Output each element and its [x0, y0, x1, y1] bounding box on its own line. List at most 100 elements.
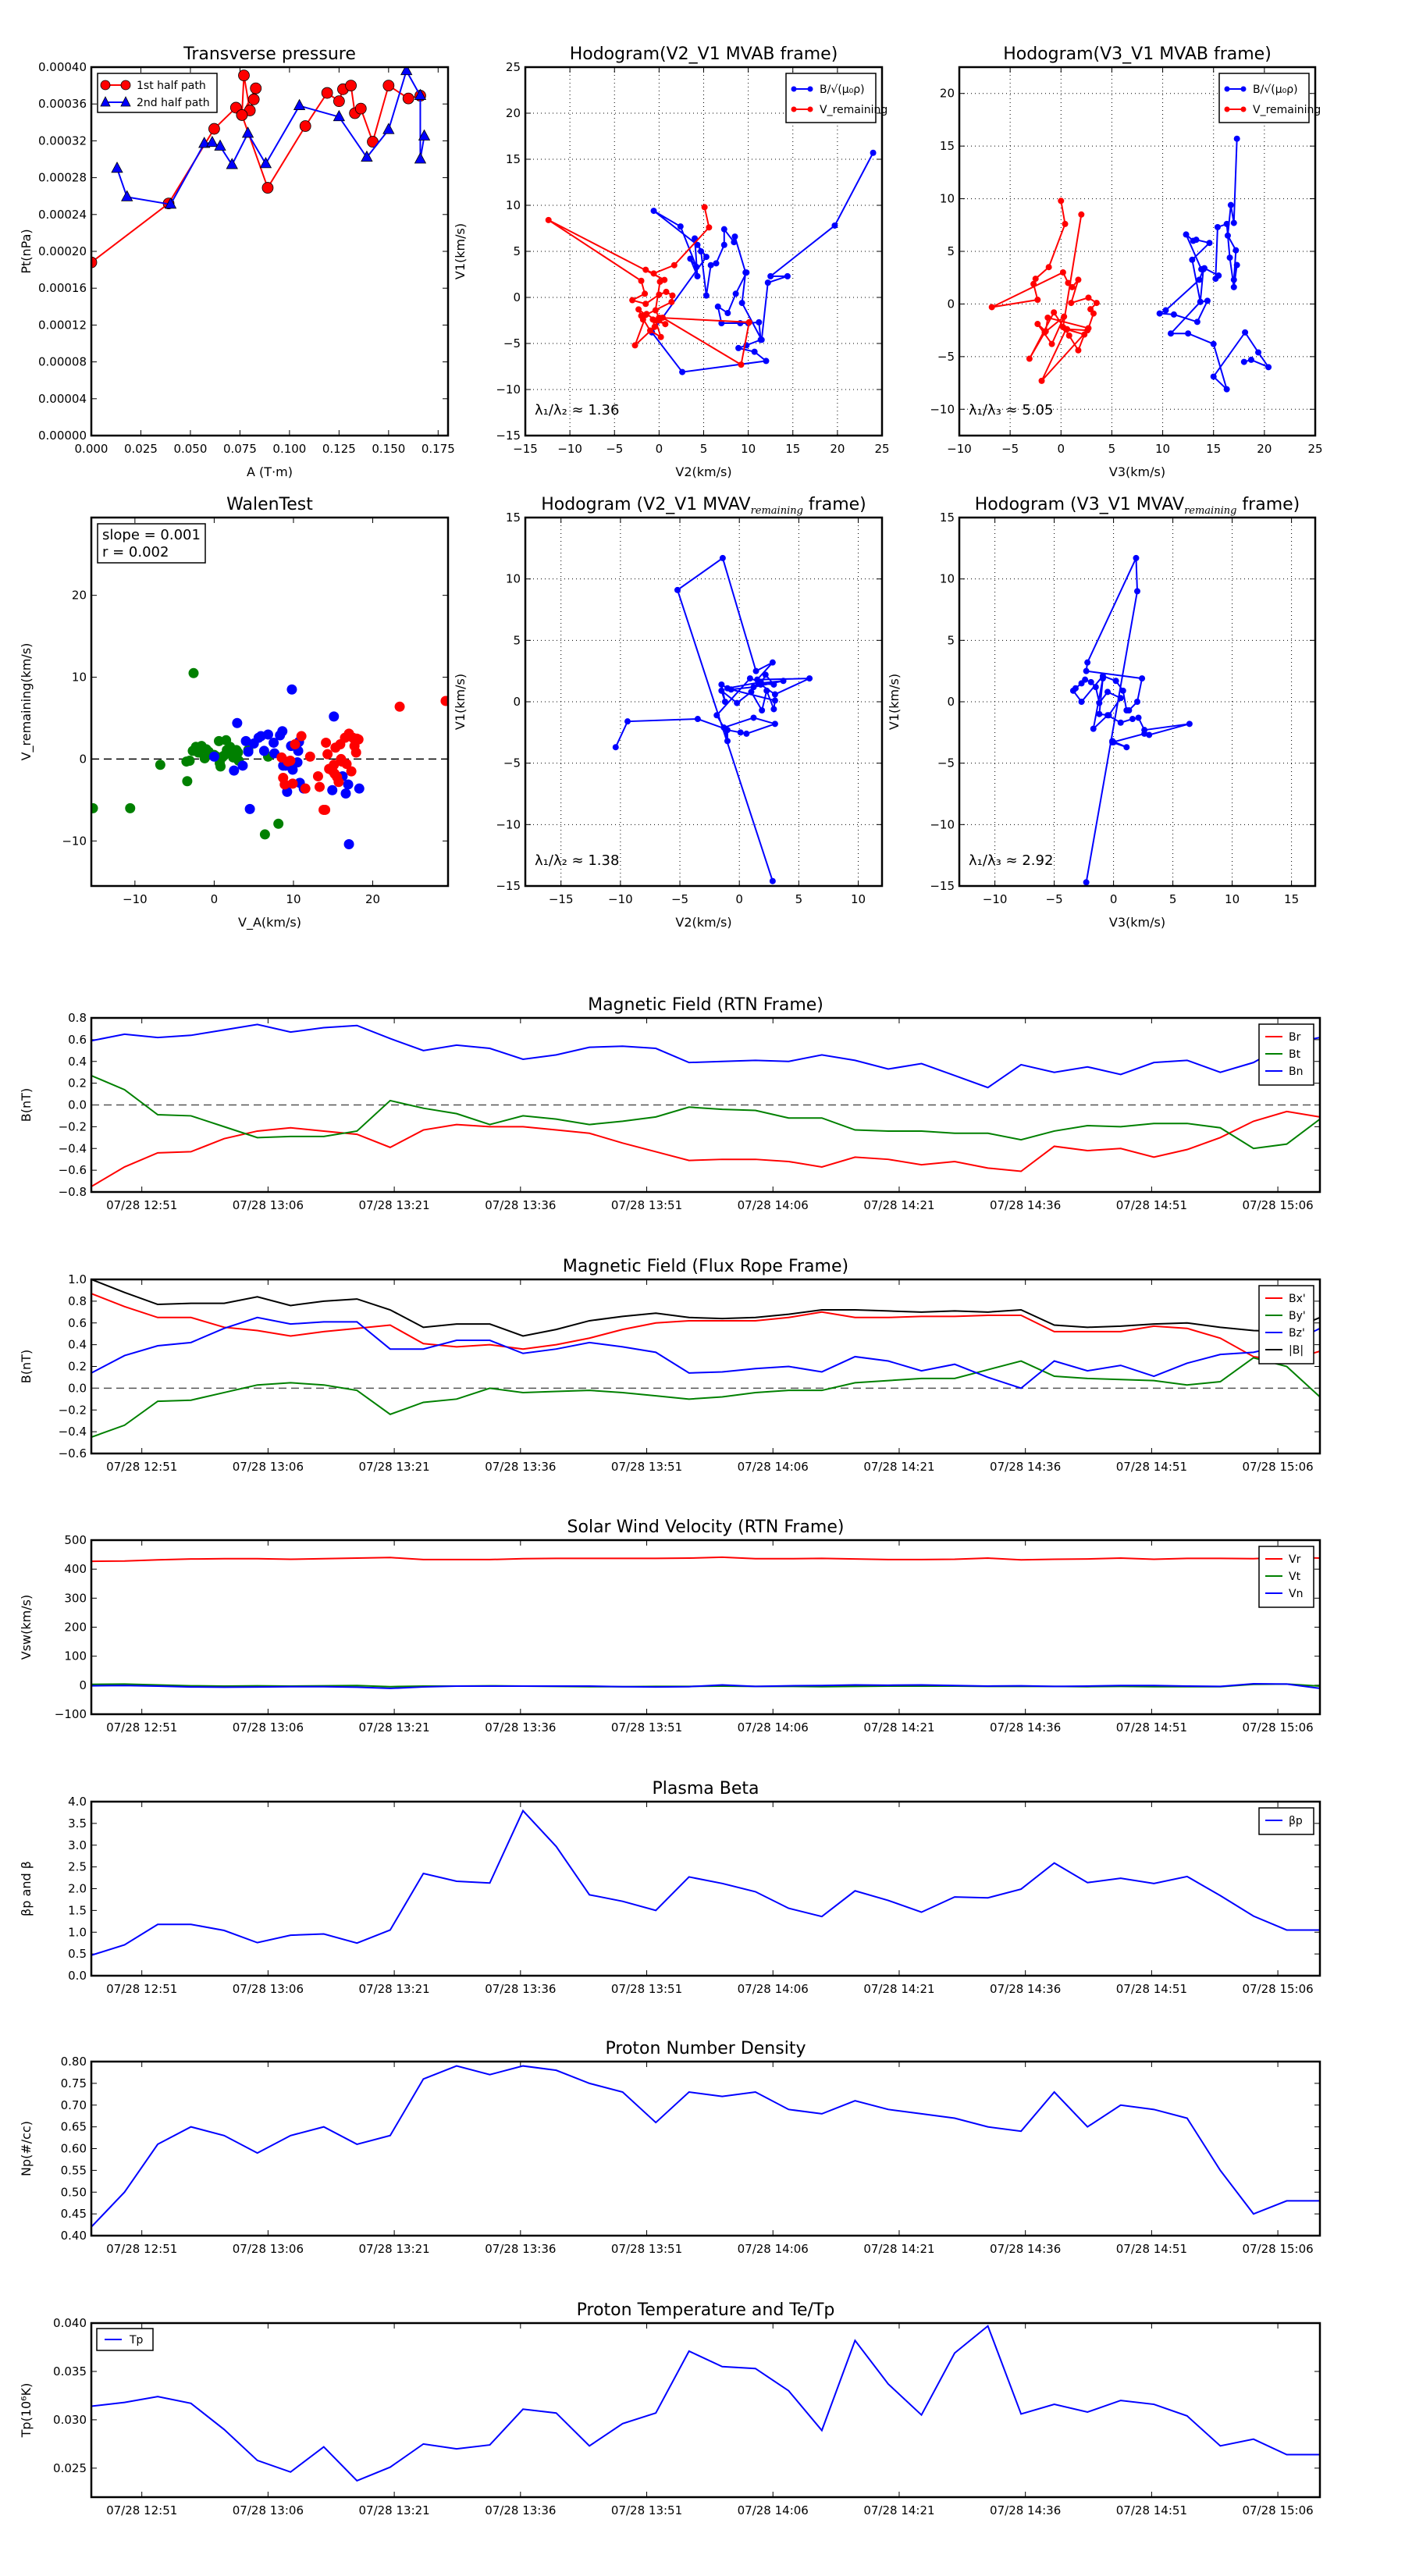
data-point	[1210, 340, 1217, 347]
data-point	[1117, 719, 1124, 726]
y-tick-label: −5	[937, 350, 955, 364]
x-tick-label: 0.100	[272, 442, 306, 456]
x-tick-label: 0.050	[173, 442, 207, 456]
data-point	[731, 239, 738, 246]
data-point	[652, 307, 659, 314]
time-tick-label: 07/28 14:21	[863, 1720, 934, 1735]
data-point	[1075, 347, 1082, 354]
y-tick-label: 0.6	[68, 1033, 87, 1047]
x-axis-label: V2(km/s)	[675, 464, 731, 479]
data-point	[1034, 321, 1041, 328]
data-point	[322, 749, 333, 760]
x-tick-label: 10	[286, 892, 301, 906]
data-point	[198, 137, 211, 148]
x-axis-label: A (T·m)	[247, 464, 293, 479]
y-axis-label: V1(km/s)	[453, 223, 468, 279]
data-point	[748, 688, 755, 696]
x-tick-label: 0	[1058, 442, 1065, 456]
y-tick-label: 0.4	[68, 1338, 87, 1352]
y-tick-label: 10	[940, 572, 955, 586]
time-tick-label: 07/28 13:36	[485, 1982, 556, 1996]
data-point	[164, 197, 177, 209]
legend-item: Tp	[105, 2334, 144, 2347]
y-tick-label: 0	[513, 290, 521, 304]
data-point	[1059, 269, 1066, 276]
legend-item: B/√(μ₀ρ)	[791, 84, 865, 96]
time-tick-label: 07/28 14:51	[1116, 2503, 1187, 2517]
data-point	[182, 776, 193, 787]
sw_velocity-frame	[90, 1539, 1321, 1716]
data-point	[746, 675, 753, 682]
legend-label: Vr	[1289, 1553, 1301, 1566]
data-point	[635, 306, 642, 313]
legend-item: Vn	[1265, 1588, 1303, 1600]
plot-area	[91, 1809, 1320, 1956]
plot-area	[91, 667, 448, 850]
y-tick-label: 0.2	[68, 1360, 87, 1374]
x-tick-label: 15	[785, 442, 800, 456]
plot-area	[91, 1279, 1320, 1439]
y-tick-label: −0.6	[59, 1446, 87, 1461]
chart-title: Hodogram(V3_V1 MVAB frame)	[1003, 44, 1272, 64]
time-tick-label: 07/28 13:51	[611, 1720, 682, 1735]
time-tick-label: 07/28 13:36	[485, 1460, 556, 1474]
y-tick-label: 0.00024	[38, 208, 87, 222]
y-tick-label: 0.0	[68, 1969, 87, 1983]
y-tick-label: 15	[940, 511, 955, 525]
legend-item: Bz'	[1265, 1327, 1305, 1340]
data-point	[1134, 699, 1140, 705]
data-point	[638, 312, 645, 319]
data-point	[642, 290, 649, 297]
data-point	[770, 681, 777, 688]
series-2nd-half-path	[111, 67, 431, 209]
data-point	[734, 699, 741, 706]
data-point	[764, 279, 771, 286]
data-point	[1129, 716, 1136, 723]
x-tick-label: 25	[1307, 442, 1322, 456]
legend-marker	[1240, 86, 1247, 92]
y-tick-label: −0.8	[59, 1185, 87, 1199]
y-tick-label: −0.4	[59, 1425, 87, 1439]
time-tick-label: 07/28 13:51	[611, 2242, 682, 2256]
data-point	[656, 314, 663, 321]
chart-hodo-v2v1-mvav: Hodogram (V2_V1 MVAVremaining frame) −15 −…	[453, 495, 882, 930]
x-tick-label: 0	[211, 892, 219, 906]
series-1st-half-path	[91, 69, 426, 269]
data-point	[656, 278, 663, 285]
data-point	[312, 770, 323, 781]
data-point	[763, 358, 770, 365]
data-point	[1110, 738, 1117, 745]
data-point	[806, 675, 813, 682]
series-line-tp	[91, 2325, 1320, 2482]
x-tick-label: 10	[851, 892, 866, 906]
y-tick-label: 0.40	[61, 2229, 87, 2243]
data-point	[1146, 731, 1153, 738]
x-axis-label: V2(km/s)	[675, 915, 731, 930]
data-point	[1051, 309, 1058, 316]
series-line-bn	[91, 1023, 1320, 1089]
y-tick-label: 0	[947, 297, 955, 311]
y-tick-label: 0.70	[61, 2098, 87, 2112]
time-tick-label: 07/28 13:06	[233, 1982, 304, 1996]
series-line-np	[91, 2065, 1320, 2228]
series-line-vn	[91, 1682, 1320, 1689]
data-point	[1193, 318, 1200, 326]
x-tick-label: −10	[983, 892, 1008, 906]
time-tick-label: 07/28 13:21	[358, 2503, 429, 2517]
time-tick-label: 07/28 13:06	[233, 1198, 304, 1212]
chart-hodo-v2v1-mvab: Hodogram(V2_V1 MVAB frame) −15 −10 −5 0 5 10 15…	[453, 44, 890, 479]
series-component-3	[276, 696, 448, 815]
y-tick-label: −0.2	[59, 1119, 87, 1133]
data-point	[1062, 220, 1069, 227]
legend-item: V_remaining	[1224, 104, 1321, 116]
data-point	[698, 248, 705, 254]
y-axis-label: Vsw(km/s)	[19, 1595, 34, 1660]
data-point	[240, 735, 251, 746]
data-point	[321, 737, 332, 748]
chart-mag-flux: Magnetic Field (Flux Rope Frame) −0.6 −0.4…	[19, 1257, 1321, 1474]
legend-item: V_remaining	[791, 104, 887, 116]
x-tick-label: 0.150	[372, 442, 405, 456]
x-tick-label: −5	[606, 442, 623, 456]
data-point	[750, 714, 757, 721]
